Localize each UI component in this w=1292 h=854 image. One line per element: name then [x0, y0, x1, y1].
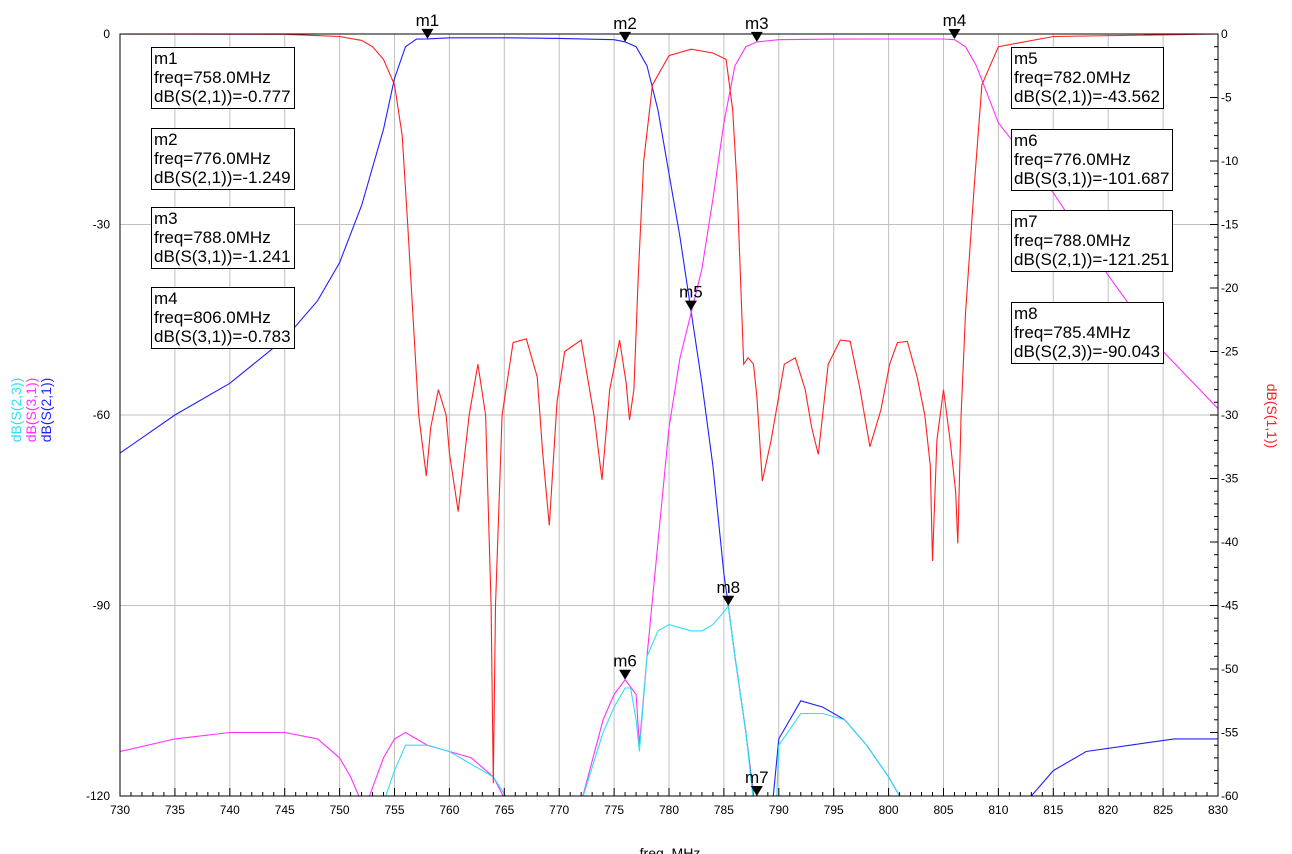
x-tick-label: 740 — [220, 803, 240, 817]
marker-box-title: m4 — [154, 289, 178, 308]
x-tick-label: 730 — [110, 803, 130, 817]
marker-box-m6: m6 freq=776.0MHz dB(S(3,1))=-101.687 — [1011, 129, 1174, 191]
marker-m2-label: m2 — [613, 14, 637, 33]
marker-box-m2: m2 freq=776.0MHz dB(S(2,1))=-1.249 — [151, 128, 295, 190]
marker-box-line: dB(S(3,1))=-1.241 — [154, 247, 291, 266]
x-tick-label: 805 — [933, 803, 953, 817]
marker-box-line: dB(S(2,3))=-90.043 — [1014, 342, 1160, 361]
y-left-tick-label: 0 — [103, 27, 110, 41]
axis-ticks: 730 735 740 745 750 755 760 765 770 775 780 785 790 7… — [86, 27, 1239, 817]
marker-m7-label: m7 — [745, 768, 769, 787]
marker-m1-label: m1 — [416, 11, 440, 30]
marker-m6-triangle — [619, 669, 632, 680]
x-tick-label: 735 — [165, 803, 185, 817]
marker-m3-triangle — [750, 31, 763, 42]
y-axis-left-label: dB(S(3,1)) — [23, 377, 39, 443]
marker-box-title: m1 — [154, 49, 178, 68]
y-right-tick-label: -25 — [1221, 345, 1239, 359]
marker-box-line: dB(S(2,1))=-43.562 — [1014, 87, 1160, 106]
marker-box-title: m7 — [1014, 212, 1038, 231]
y-right-tick-label: -20 — [1221, 281, 1239, 295]
marker-box-line: freq=788.0MHz — [154, 228, 271, 247]
marker-m6-label: m6 — [613, 652, 637, 671]
x-tick-label: 750 — [330, 803, 350, 817]
series-line-db-s-2-1 — [120, 37, 1218, 796]
marker-group: m1 m2 m3 m4 m5 m6 m7 m8 — [416, 11, 967, 796]
marker-box-line: freq=782.0MHz — [1014, 68, 1131, 87]
marker-m5-label: m5 — [679, 283, 703, 302]
series-line-db-s-1-1 — [120, 34, 1218, 784]
marker-box-m8: m8 freq=785.4MHz dB(S(2,3))=-90.043 — [1011, 302, 1164, 364]
y-right-tick-label: -45 — [1221, 599, 1239, 613]
marker-box-title: m6 — [1014, 131, 1038, 150]
x-tick-label: 795 — [824, 803, 844, 817]
marker-box-m4: m4 freq=806.0MHz dB(S(3,1))=-0.783 — [151, 287, 295, 349]
marker-m1-triangle — [421, 28, 434, 39]
y-right-tick-label: -40 — [1221, 535, 1239, 549]
marker-box-line: dB(S(2,1))=-1.249 — [154, 168, 291, 187]
marker-m4-triangle — [948, 28, 961, 39]
y-right-tick-label: -30 — [1221, 408, 1239, 422]
x-tick-label: 765 — [494, 803, 514, 817]
marker-m3-label: m3 — [745, 14, 769, 33]
y-left-tick-label: -90 — [93, 599, 111, 613]
marker-box-line: freq=788.0MHz — [1014, 231, 1131, 250]
y-axis-left-label: dB(S(2,3)) — [8, 377, 24, 443]
marker-m8-triangle — [722, 595, 735, 606]
y-right-tick-label: -60 — [1221, 789, 1239, 803]
marker-box-title: m3 — [154, 209, 178, 228]
x-tick-label: 790 — [769, 803, 789, 817]
y-left-tick-label: -120 — [86, 789, 110, 803]
y-right-tick-label: -10 — [1221, 154, 1239, 168]
marker-box-line: dB(S(2,1))=-121.251 — [1014, 250, 1170, 269]
x-tick-label: 800 — [879, 803, 899, 817]
x-tick-label: 780 — [659, 803, 679, 817]
x-tick-label: 745 — [275, 803, 295, 817]
x-tick-label: 760 — [439, 803, 459, 817]
y-right-tick-label: -35 — [1221, 472, 1239, 486]
marker-box-title: m2 — [154, 130, 178, 149]
x-tick-label: 755 — [384, 803, 404, 817]
marker-box-m1: m1 freq=758.0MHz dB(S(2,1))=-0.777 — [151, 47, 295, 109]
x-tick-label: 785 — [714, 803, 734, 817]
y-right-tick-label: -55 — [1221, 726, 1239, 740]
marker-box-line: freq=758.0MHz — [154, 68, 271, 87]
y-axis-right-label: dB(S(1,1)) — [1264, 383, 1280, 449]
x-tick-label: 810 — [988, 803, 1008, 817]
x-tick-label: 830 — [1208, 803, 1228, 817]
marker-m4-label: m4 — [943, 11, 967, 30]
marker-box-line: freq=776.0MHz — [154, 149, 271, 168]
marker-box-line: freq=806.0MHz — [154, 308, 271, 327]
x-tick-label: 815 — [1043, 803, 1063, 817]
y-right-tick-label: -15 — [1221, 218, 1239, 232]
x-tick-label: 820 — [1098, 803, 1118, 817]
series-line-db-s-2-3 — [385, 604, 901, 796]
marker-box-m5: m5 freq=782.0MHz dB(S(2,1))=-43.562 — [1011, 47, 1164, 109]
y-axis-left-label: dB(S(2,1)) — [38, 377, 54, 443]
marker-box-line: dB(S(3,1))=-0.783 — [154, 327, 291, 346]
y-right-tick-label: -50 — [1221, 662, 1239, 676]
marker-box-line: freq=785.4MHz — [1014, 323, 1131, 342]
marker-m8-label: m8 — [716, 578, 740, 597]
marker-m2-triangle — [619, 31, 632, 42]
marker-box-title: m8 — [1014, 304, 1038, 323]
y-right-tick-label: 0 — [1221, 27, 1228, 41]
y-left-tick-label: -30 — [93, 218, 111, 232]
x-axis-label: freq, MHz — [640, 845, 701, 854]
marker-box-line: dB(S(3,1))=-101.687 — [1014, 169, 1170, 188]
marker-m5-triangle — [684, 300, 697, 311]
marker-m7-triangle — [750, 786, 763, 796]
series-lines — [120, 34, 1218, 796]
x-tick-label: 775 — [604, 803, 624, 817]
marker-box-line: freq=776.0MHz — [1014, 150, 1131, 169]
marker-box-m3: m3 freq=788.0MHz dB(S(3,1))=-1.241 — [151, 207, 295, 269]
x-tick-label: 825 — [1153, 803, 1173, 817]
y-left-tick-label: -60 — [93, 408, 111, 422]
marker-box-line: dB(S(2,1))=-0.777 — [154, 87, 291, 106]
marker-box-m7: m7 freq=788.0MHz dB(S(2,1))=-121.251 — [1011, 210, 1174, 272]
marker-box-title: m5 — [1014, 49, 1038, 68]
y-right-tick-label: -5 — [1221, 91, 1232, 105]
x-tick-label: 770 — [549, 803, 569, 817]
